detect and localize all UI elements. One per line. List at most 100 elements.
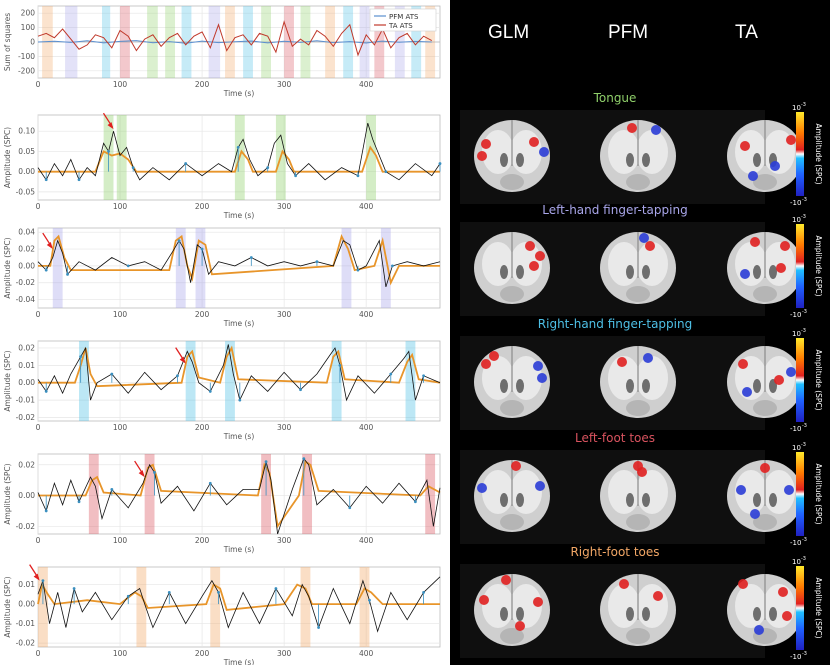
colorbar [796,566,804,650]
legend-label: PFM ATS [389,13,419,21]
activation-blob [511,461,521,471]
x-axis-label: Time (s) [223,89,255,98]
colorbar-top-label: 10 [792,104,801,112]
colorbar-bottom-exponent: -3 [802,197,807,203]
x-tick-label: 300 [277,423,292,432]
bold-signal-line [37,344,441,402]
x-tick-label: 200 [195,423,210,432]
spike-marker [422,590,425,594]
ventricle-right [516,265,524,279]
ventricle-left [500,379,508,393]
row-title: Right-hand finger-tapping [538,317,692,331]
x-tick-label: 300 [277,80,292,89]
activation-blob [533,361,543,371]
activation-blob [637,467,647,477]
x-tick-label: 100 [113,80,128,89]
activation-blob [533,597,543,607]
block-rect [38,567,48,647]
brain-slice [600,232,676,304]
activation-blob [481,139,491,149]
timecourse-chart: 0.02 0.01 0.00 -0.01 -0.020 100 200 300 400 Time … [3,340,441,441]
block-rect [185,341,196,421]
colorbar-top-label: 10 [792,558,801,566]
activation-blob [750,237,760,247]
brainstem [753,174,777,190]
ventricle-right [516,153,524,167]
ventricle-right [769,493,777,507]
colorbar [796,338,804,422]
spike-marker [338,363,342,367]
onset-arrow-head [46,242,53,250]
spike-marker [107,150,110,153]
colorbar-label: Amplitude (SPC) [814,123,823,184]
y-tick-label: -0.05 [16,187,36,196]
brainstem [626,514,650,530]
onset-arrow-head [179,356,186,364]
x-tick-label: 200 [195,536,210,545]
brainstem [500,286,524,302]
brainstem [500,174,524,190]
y-tick-label: 0.01 [18,361,35,370]
column-header-ta: TA [735,22,758,43]
brainstem [626,174,650,190]
y-axis-label: Amplitude (SPC) [3,237,12,298]
spike-marker [77,500,81,504]
ta-ats-line [37,20,433,57]
y-axis-label: Amplitude (SPC) [3,127,12,188]
bold-signal-line [37,457,441,535]
brain-slice [474,232,550,304]
activation-blob [782,611,792,621]
pfm-ats-line [37,40,432,44]
colorbar-top-exponent: -3 [801,328,806,334]
spike-marker [389,372,393,376]
activation-blob [525,241,535,251]
activation-blob [748,171,758,181]
ventricle-right [516,493,524,507]
white-matter-left [482,242,514,286]
row-title: Left-hand finger-tapping [542,203,687,217]
ventricle-right [642,379,650,393]
activation-blob [627,123,637,133]
x-tick-label: 100 [113,202,128,211]
brain-slice [600,346,676,418]
y-tick-label: 0 [30,38,35,47]
x-tick-label: 400 [359,649,374,658]
timecourse-panel: 200 100 0 -100 -200 0 100 200 300 400 Time (s) Sum … [3,5,442,667]
fitted-response-line [38,345,441,388]
spike-marker [44,178,48,182]
colorbar [796,452,804,536]
fitted-response-line [38,233,440,286]
x-tick-label: 400 [359,310,374,319]
ventricle-left [753,265,761,279]
x-tick-label: 300 [277,202,292,211]
row-title: Right-foot toes [570,545,659,559]
activation-blob [529,137,539,147]
brain-slice [600,120,676,192]
x-axis-label: Time (s) [223,211,255,220]
x-tick-label: 300 [277,536,292,545]
y-tick-label: 0.00 [18,378,35,387]
activation-blob [784,485,794,495]
y-axis-label: Sum of squares [3,13,12,71]
ventricle-left [626,607,634,621]
brain-slice [727,120,803,192]
block-rect [175,228,186,308]
x-tick-label: 200 [195,310,210,319]
spike-marker [302,457,306,461]
fitted-response-line [38,145,440,173]
y-tick-label: -0.02 [16,278,36,287]
white-matter-right [636,356,668,400]
y-axis-label: Amplitude (SPC) [3,576,12,637]
block-rect [331,341,342,421]
y-tick-label: -0.02 [16,413,36,422]
spike-marker [315,260,319,264]
ventricle-right [516,379,524,393]
colorbar-label: Amplitude (SPC) [814,463,823,524]
activation-blob [643,353,653,363]
spike-marker [200,247,204,251]
timecourse-chart: 0.02 0.00 -0.020 100 200 300 400 Time (s) Amplit… [3,453,441,554]
activation-blob [539,147,549,157]
spike-marker [126,594,130,598]
ventricle-left [753,493,761,507]
